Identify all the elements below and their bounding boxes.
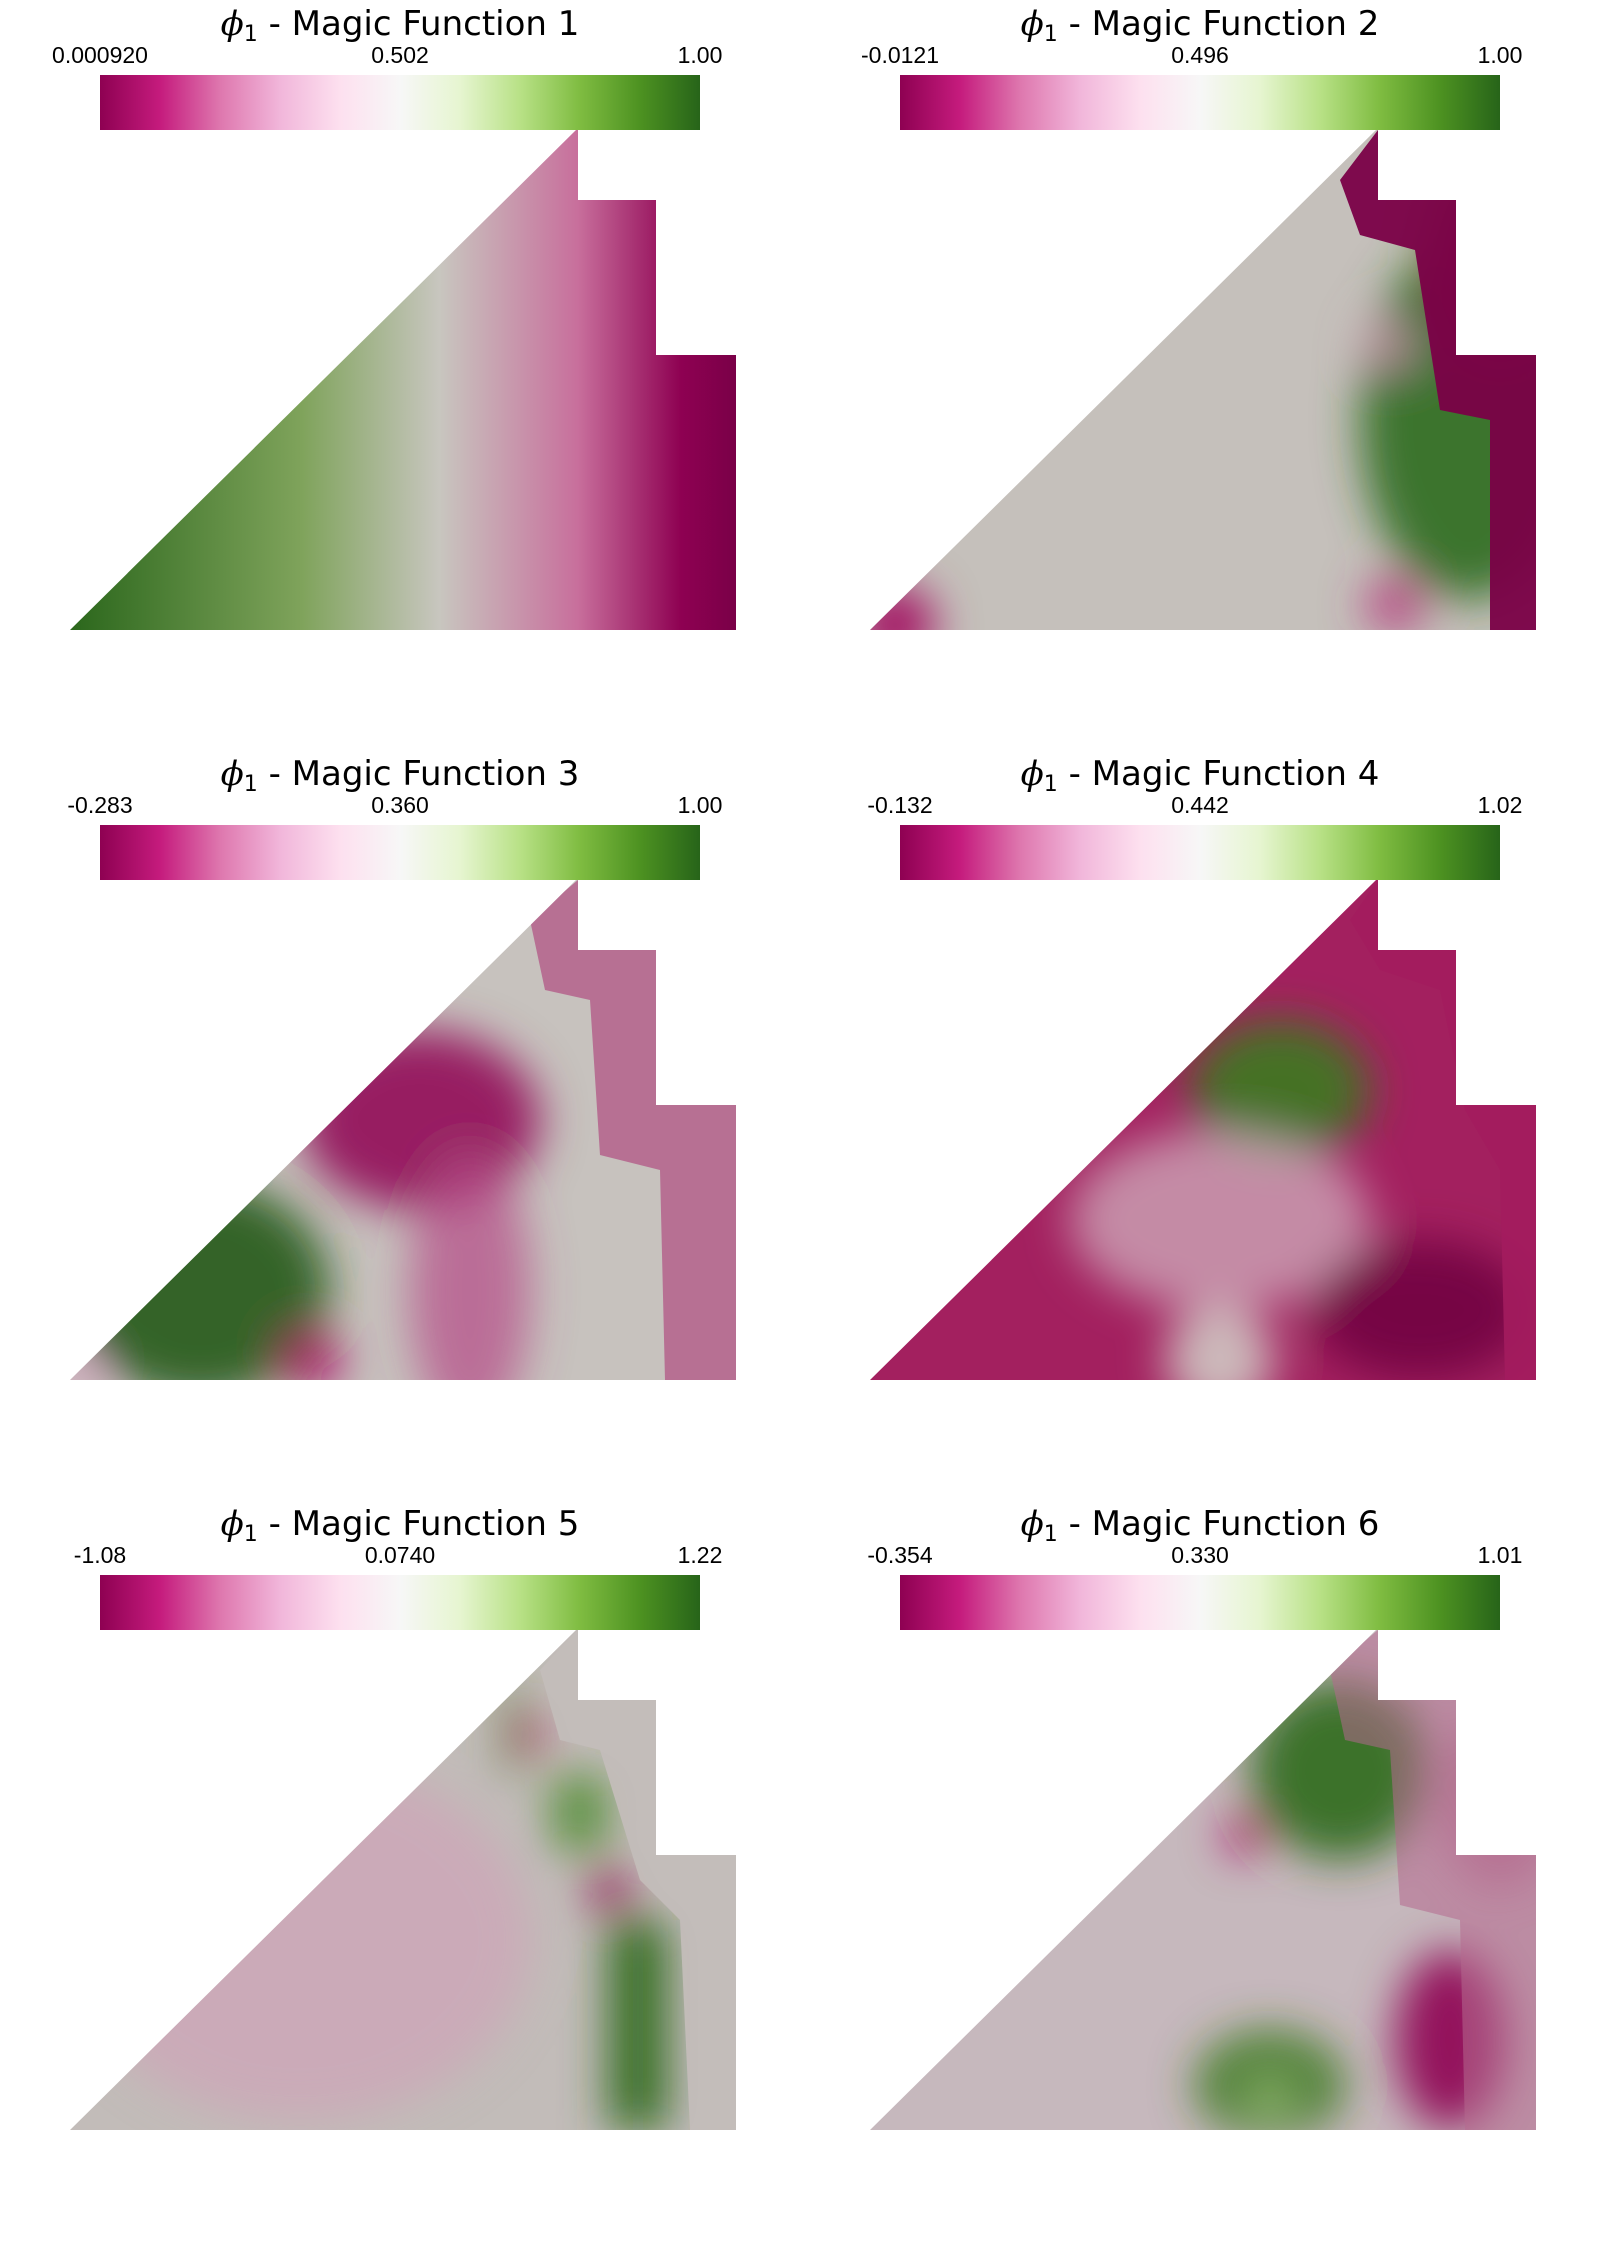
- chart-panel-6: ϕ1 - Magic Function 6 -0.354 0.330 1.01: [800, 1500, 1600, 2250]
- field-domain: [70, 880, 736, 1380]
- colorbar-tick-max: 1.00: [677, 792, 723, 818]
- field-plot: [70, 825, 736, 1380]
- colorbar: [900, 75, 1500, 130]
- colorbar-tick-min: 0.000920: [52, 42, 148, 68]
- field-plot: [70, 1575, 736, 2130]
- colorbar-tick-min: -0.283: [67, 792, 133, 818]
- chart-panel-2: ϕ1 - Magic Function 2 -0.0121 0.496 1.00: [800, 0, 1600, 750]
- title-text: - Magic Function 5: [257, 1504, 580, 1544]
- chart-title: ϕ1 - Magic Function 6: [800, 1504, 1600, 1547]
- title-symbol: ϕ: [220, 1504, 244, 1544]
- title-text: - Magic Function 2: [1057, 4, 1380, 44]
- field-plot: [870, 75, 1536, 630]
- field-plot: [870, 1575, 1536, 2130]
- title-text: - Magic Function 3: [257, 754, 580, 794]
- field-domain: [70, 130, 736, 630]
- colorbar: [900, 1575, 1500, 1630]
- title-subscript: 1: [243, 22, 258, 47]
- colorbar-tick-max: 1.00: [1477, 42, 1523, 68]
- colorbar-tick-mid: 0.442: [1171, 792, 1229, 818]
- title-symbol: ϕ: [1020, 1504, 1044, 1544]
- chart-title: ϕ1 - Magic Function 4: [800, 754, 1600, 797]
- field-domain: [70, 1630, 736, 2130]
- colorbar: [900, 825, 1500, 880]
- chart-title: ϕ1 - Magic Function 1: [0, 4, 800, 47]
- chart-panel-3: ϕ1 - Magic Function 3 -0.283 0.360 1.00: [0, 750, 800, 1500]
- title-symbol: ϕ: [220, 4, 244, 44]
- colorbar: [100, 1575, 700, 1630]
- colorbar-tick-mid: 0.360: [371, 792, 429, 818]
- chart-panel-4: ϕ1 - Magic Function 4 -0.132 0.442 1.02: [800, 750, 1600, 1500]
- colorbar-tick-max: 1.22: [677, 1542, 723, 1568]
- colorbar-tick-max: 1.01: [1477, 1542, 1523, 1568]
- field-plot: [870, 825, 1536, 1380]
- title-subscript: 1: [1043, 1522, 1058, 1547]
- colorbar: [100, 825, 700, 880]
- title-subscript: 1: [1043, 22, 1058, 47]
- colorbar-tick-mid: 0.496: [1171, 42, 1229, 68]
- colorbar-tick-min: -0.0121: [860, 42, 940, 68]
- title-subscript: 1: [243, 772, 258, 797]
- title-subscript: 1: [243, 1522, 258, 1547]
- chart-title: ϕ1 - Magic Function 3: [0, 754, 800, 797]
- title-text: - Magic Function 1: [257, 4, 580, 44]
- title-subscript: 1: [1043, 772, 1058, 797]
- chart-panel-5: ϕ1 - Magic Function 5 -1.08 0.0740 1.22: [0, 1500, 800, 2250]
- title-text: - Magic Function 4: [1057, 754, 1380, 794]
- colorbar-tick-mid: 0.502: [371, 42, 429, 68]
- title-symbol: ϕ: [1020, 4, 1044, 44]
- colorbar-tick-mid: 0.0740: [364, 1542, 436, 1568]
- title-symbol: ϕ: [1020, 754, 1044, 794]
- colorbar: [100, 75, 700, 130]
- colorbar-tick-max: 1.02: [1477, 792, 1523, 818]
- chart-title: ϕ1 - Magic Function 2: [800, 4, 1600, 47]
- title-symbol: ϕ: [220, 754, 244, 794]
- colorbar-tick-min: -0.132: [867, 792, 933, 818]
- field-plot: [70, 75, 736, 630]
- colorbar-tick-mid: 0.330: [1171, 1542, 1229, 1568]
- title-text: - Magic Function 6: [1057, 1504, 1380, 1544]
- field-domain: [870, 130, 1536, 630]
- chart-panel-1: ϕ1 - Magic Function 1 0.000920 0.502 1.00: [0, 0, 800, 750]
- colorbar-tick-min: -1.08: [73, 1542, 127, 1568]
- colorbar-tick-max: 1.00: [677, 42, 723, 68]
- chart-title: ϕ1 - Magic Function 5: [0, 1504, 800, 1547]
- colorbar-tick-min: -0.354: [867, 1542, 933, 1568]
- field-domain: [870, 880, 1536, 1380]
- field-domain: [870, 1630, 1536, 2130]
